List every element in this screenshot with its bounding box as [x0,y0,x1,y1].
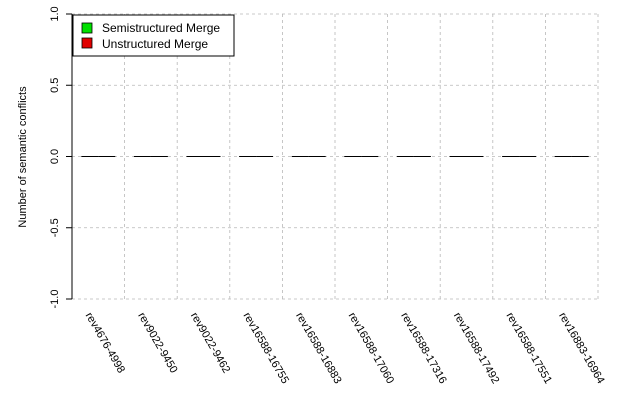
x-tick-label: rev16883-16964 [556,311,606,386]
legend-label-unstructured: Unstructured Merge [102,37,208,51]
y-axis: -1.0 -0.5 0.0 0.5 1.0 [49,6,73,309]
x-axis-tick-labels: rev4676-4998 rev9022-9450 rev9022-9462 rev1… [83,311,607,386]
legend-box [72,14,235,57]
legend: Semistructured Merge Unstructured Merge [72,14,235,57]
bar-unstructured [150,156,168,157]
y-axis-label: Number of semantic conflicts [17,86,29,228]
x-tick-label: rev9022-9462 [188,311,232,376]
bar-semistructured [344,156,362,157]
y-tick-label: -0.5 [49,218,61,237]
bar-unstructured [519,156,537,157]
x-tick-label: rev16588-17316 [398,311,448,386]
bar-unstructured [413,156,431,157]
bar-semistructured [502,156,520,157]
x-tick-label: rev16588-17492 [451,311,501,386]
bar-semistructured [186,156,204,157]
bar-semistructured [291,156,309,157]
bar-semistructured [239,156,257,157]
legend-label-semistructured: Semistructured Merge [102,21,220,35]
bar-semistructured [554,156,572,157]
bar-unstructured [98,156,116,157]
bar-semistructured [449,156,467,157]
x-tick-label: rev16588-17551 [504,311,554,386]
bar-semistructured [81,156,99,157]
y-tick-label: 0.5 [49,78,61,93]
bar-unstructured [308,156,326,157]
legend-swatch-semistructured [81,22,93,34]
y-tick-label: -1.0 [49,290,61,309]
x-tick-label: rev16588-17060 [346,311,396,386]
y-tick-label: 1.0 [49,6,61,21]
bars [81,156,589,157]
y-tick-label: 0.0 [49,149,61,164]
bar-unstructured [466,156,484,157]
bar-semistructured [133,156,151,157]
bar-unstructured [361,156,379,157]
bar-unstructured [571,156,589,157]
x-tick-label: rev9022-9450 [135,311,179,376]
bar-unstructured [256,156,274,157]
legend-swatch-unstructured [81,37,93,49]
bar-unstructured [203,156,221,157]
x-tick-label: rev16588-16883 [293,311,343,386]
x-tick-label: rev16588-16755 [241,311,291,386]
bar-semistructured [396,156,414,157]
x-tick-label: rev4676-4998 [83,311,127,376]
